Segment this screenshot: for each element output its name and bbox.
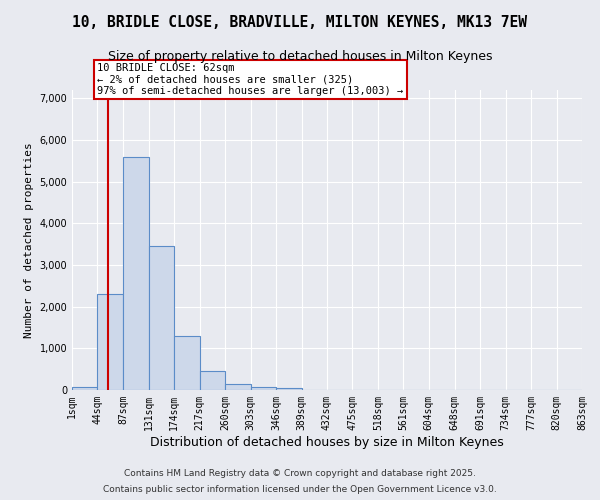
Text: Size of property relative to detached houses in Milton Keynes: Size of property relative to detached ho… (108, 50, 492, 63)
Text: 10, BRIDLE CLOSE, BRADVILLE, MILTON KEYNES, MK13 7EW: 10, BRIDLE CLOSE, BRADVILLE, MILTON KEYN… (73, 15, 527, 30)
X-axis label: Distribution of detached houses by size in Milton Keynes: Distribution of detached houses by size … (150, 436, 504, 448)
Text: 10 BRIDLE CLOSE: 62sqm
← 2% of detached houses are smaller (325)
97% of semi-det: 10 BRIDLE CLOSE: 62sqm ← 2% of detached … (97, 63, 404, 96)
Bar (175, 336, 200, 390)
Bar (225, 384, 251, 390)
Text: Contains public sector information licensed under the Open Government Licence v3: Contains public sector information licen… (103, 485, 497, 494)
Bar (149, 246, 175, 390)
Text: Contains HM Land Registry data © Crown copyright and database right 2025.: Contains HM Land Registry data © Crown c… (124, 468, 476, 477)
Bar (123, 156, 149, 390)
Bar (72, 387, 97, 390)
Y-axis label: Number of detached properties: Number of detached properties (24, 142, 34, 338)
Bar (251, 387, 276, 390)
Bar (97, 294, 123, 390)
Bar (200, 371, 225, 390)
Bar (276, 388, 302, 390)
